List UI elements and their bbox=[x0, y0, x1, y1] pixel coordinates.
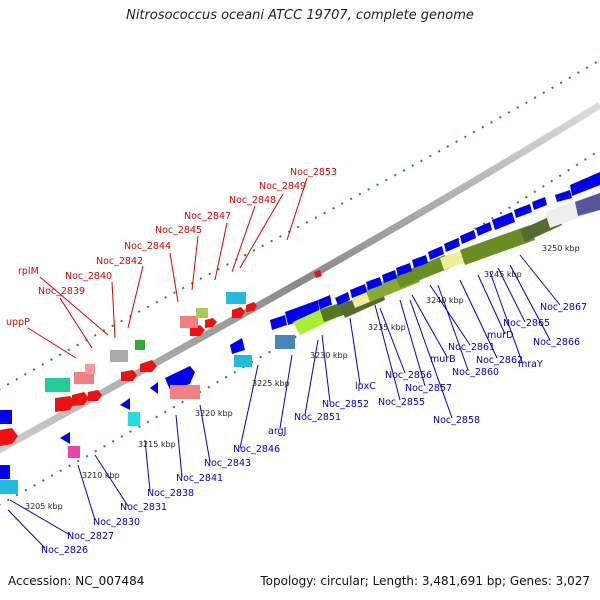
label-noc-2830: Noc_2830 bbox=[93, 517, 140, 528]
tick-3205: 3205 kbp bbox=[25, 502, 63, 511]
map-title: Nitrosococcus oceani ATCC 19707, complet… bbox=[126, 8, 474, 23]
tick-3235: 3235 kbp bbox=[368, 323, 406, 332]
label-noc-2827: Noc_2827 bbox=[67, 531, 114, 542]
label-noc-2858: Noc_2858 bbox=[433, 415, 480, 426]
label-noc-2847: Noc_2847 bbox=[184, 211, 231, 222]
tick-3250: 3250 kbp bbox=[542, 244, 580, 253]
accession-label: Accession: NC_007484 bbox=[8, 574, 145, 588]
tick-3220: 3220 kbp bbox=[195, 409, 233, 418]
label-noc-2844: Noc_2844 bbox=[124, 241, 171, 252]
label-uppp: uppP bbox=[6, 317, 30, 328]
tick-3210: 3210 kbp bbox=[82, 471, 120, 480]
tick-3225: 3225 kbp bbox=[252, 379, 290, 388]
tick-labels: 3205 kbp 3210 kbp 3215 kbp 3220 kbp 3225… bbox=[25, 244, 580, 511]
label-argj: argJ bbox=[268, 426, 286, 437]
label-noc-2846: Noc_2846 bbox=[233, 444, 280, 455]
label-noc-2826: Noc_2826 bbox=[41, 545, 88, 556]
label-noc-2843: Noc_2843 bbox=[204, 458, 251, 469]
backbone bbox=[0, 102, 600, 454]
label-noc-2862: Noc_2862 bbox=[476, 355, 523, 366]
label-noc-2866: Noc_2866 bbox=[533, 337, 580, 348]
tick-3245: 3245 kbp bbox=[484, 270, 522, 279]
tick-3240: 3240 kbp bbox=[426, 296, 464, 305]
label-noc-2840: Noc_2840 bbox=[65, 271, 112, 282]
label-noc-2853: Noc_2853 bbox=[290, 167, 337, 178]
label-noc-2841: Noc_2841 bbox=[176, 473, 223, 484]
label-lpxc: lpxC bbox=[355, 381, 376, 392]
reverse-labels-leaders bbox=[7, 254, 561, 549]
label-noc-2851: Noc_2851 bbox=[294, 412, 341, 423]
tick-3230: 3230 kbp bbox=[310, 351, 348, 360]
label-murd: murD bbox=[487, 330, 514, 341]
label-rplm: rplM bbox=[18, 266, 39, 277]
label-noc-2867: Noc_2867 bbox=[540, 302, 587, 313]
forward-labels bbox=[27, 177, 308, 359]
label-noc-2852: Noc_2852 bbox=[322, 399, 369, 410]
tick-3215: 3215 kbp bbox=[138, 440, 176, 449]
reverse-genes[interactable] bbox=[0, 172, 600, 494]
label-noc-2838: Noc_2838 bbox=[147, 488, 194, 499]
label-noc-2865: Noc_2865 bbox=[503, 318, 550, 329]
label-noc-2860: Noc_2860 bbox=[452, 367, 499, 378]
label-noc-2839: Noc_2839 bbox=[38, 286, 85, 297]
label-mray: mraY bbox=[518, 359, 543, 370]
forward-genes[interactable] bbox=[0, 270, 322, 446]
label-noc-2855: Noc_2855 bbox=[378, 397, 425, 408]
label-noc-2848: Noc_2848 bbox=[229, 195, 276, 206]
label-noc-2849: Noc_2849 bbox=[259, 181, 306, 192]
label-noc-2861: Noc_2861 bbox=[448, 342, 495, 353]
label-noc-2842: Noc_2842 bbox=[96, 256, 143, 267]
outer-dotted-track bbox=[0, 59, 600, 506]
label-noc-2857: Noc_2857 bbox=[405, 383, 452, 394]
label-noc-2845: Noc_2845 bbox=[155, 225, 202, 236]
label-noc-2856: Noc_2856 bbox=[385, 370, 432, 381]
label-noc-2831: Noc_2831 bbox=[120, 502, 167, 513]
genome-summary: Topology: circular; Length: 3,481,691 bp… bbox=[260, 574, 590, 588]
label-murb: murB bbox=[430, 354, 456, 365]
